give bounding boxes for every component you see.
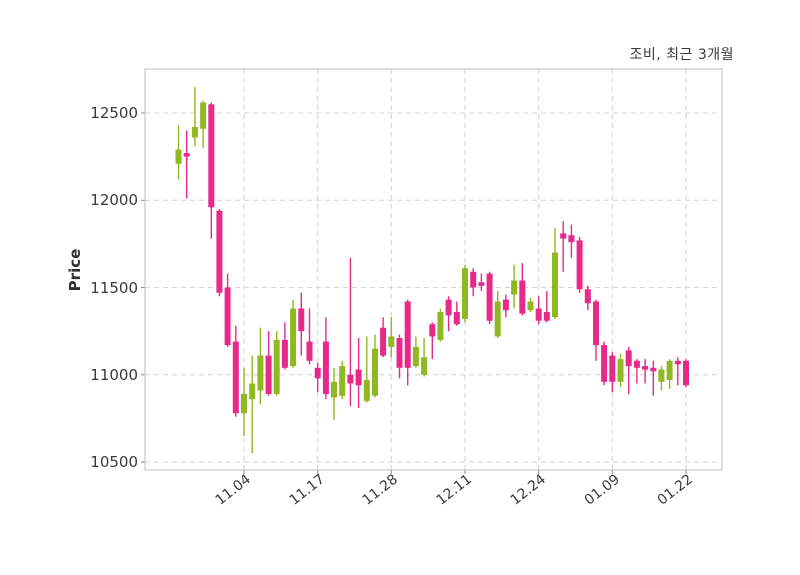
chart-title: 조비, 최근 3개월	[629, 47, 734, 63]
y-tick-12000: 12000	[90, 191, 138, 209]
y-tick-10500: 10500	[90, 453, 138, 471]
y-tick-12500: 12500	[90, 104, 138, 122]
y-tick-11000: 11000	[90, 365, 138, 384]
y-tick-11500: 11500	[90, 278, 138, 297]
